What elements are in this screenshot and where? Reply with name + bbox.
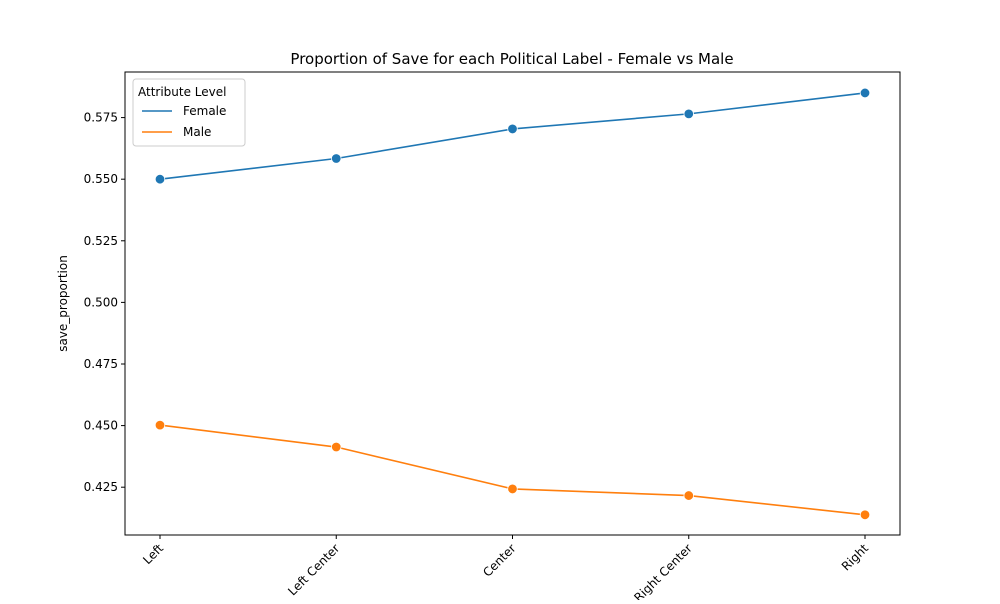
data-point-female [154,173,166,185]
y-tick-label: 0.575 [84,111,118,125]
data-point-male [507,483,518,495]
data-point-female [507,123,518,135]
plot-frame [124,71,901,536]
data-point-female [683,108,694,120]
data-point-male [331,441,342,453]
data-point-female [331,153,342,164]
data-point-male [859,509,871,520]
y-tick-label: 0.450 [84,419,118,433]
y-tick-label: 0.550 [84,172,118,186]
chart-title: Proportion of Save for each Political La… [290,50,733,68]
legend-label-female: Female [183,104,226,118]
series-line-female [159,92,866,180]
series-line-male [159,424,866,516]
x-tick-label: Right [839,541,871,573]
legend-box [132,78,246,147]
legend: Attribute Level Female Male [132,78,246,147]
x-tick-label: Left [140,541,166,567]
y-tick-label: 0.525 [84,234,118,248]
data-point-female [859,87,871,99]
x-tick-label: Left Center [285,541,342,598]
legend-title: Attribute Level [138,85,226,99]
data-point-male [683,490,694,501]
data-point-male [154,419,166,431]
y-tick-label: 0.475 [84,357,118,371]
y-tick-label: 0.500 [84,295,118,309]
x-tick-label: Right Center [631,541,695,600]
x-tick-label: Center [480,541,519,580]
legend-label-male: Male [183,125,211,139]
y-tick-label: 0.425 [84,480,118,494]
y-axis-label: save_proportion [56,255,70,352]
